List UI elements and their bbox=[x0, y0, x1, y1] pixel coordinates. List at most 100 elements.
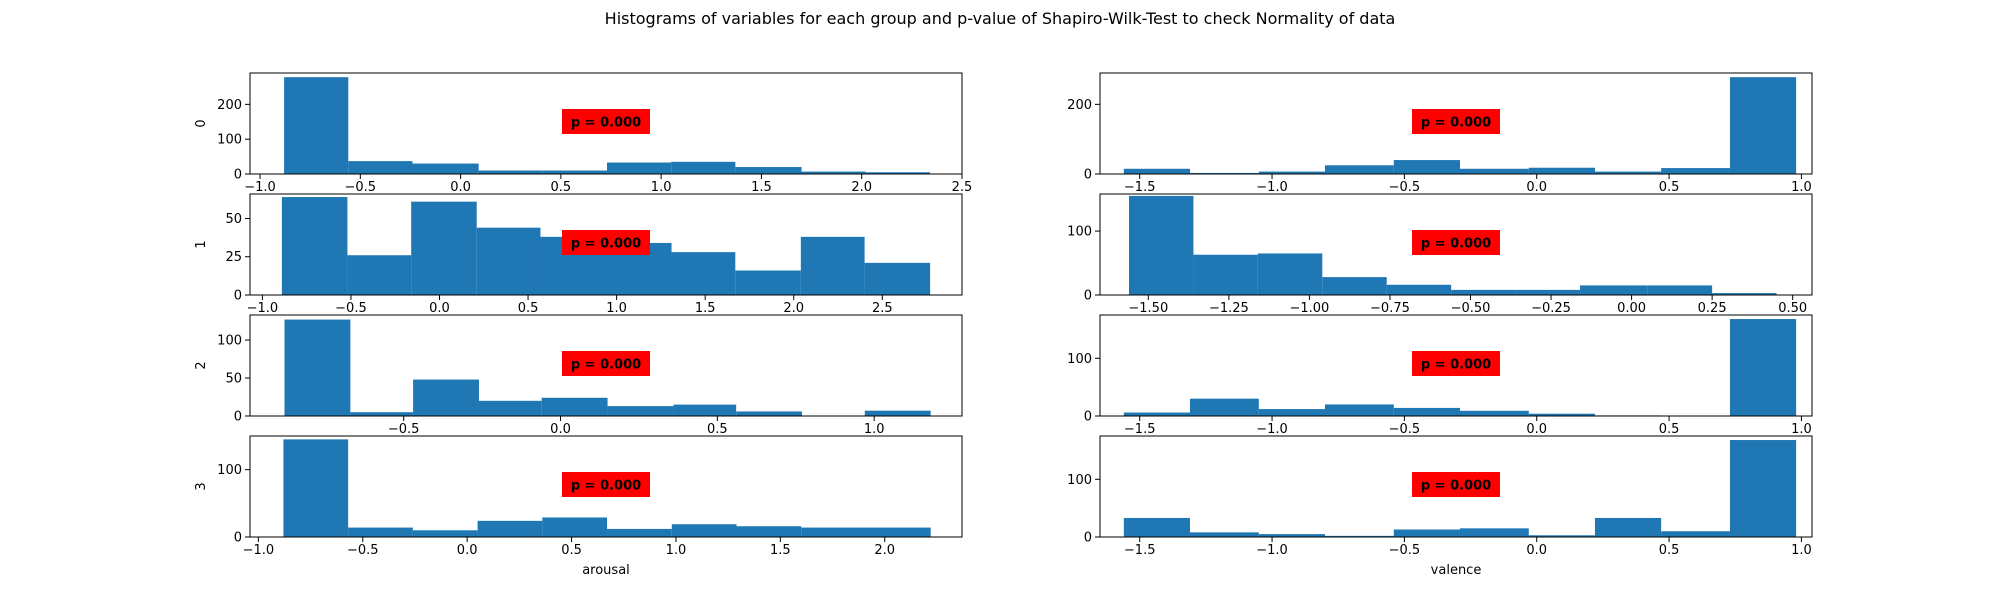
axes-frame bbox=[249, 72, 963, 175]
histogram-bar bbox=[801, 527, 866, 537]
histogram-bar bbox=[283, 439, 349, 537]
y-tick-label: 100 bbox=[1067, 352, 1092, 367]
figure-title: Histograms of variables for each group a… bbox=[605, 9, 1396, 28]
histogram-bar bbox=[411, 201, 477, 295]
histogram-bar bbox=[1661, 531, 1730, 537]
histogram-bar bbox=[1594, 517, 1662, 537]
y-tick-label: 100 bbox=[217, 334, 242, 349]
x-tick-label: −0.5 bbox=[1389, 422, 1421, 437]
histogram-bar bbox=[1386, 284, 1452, 295]
histogram-bar bbox=[1712, 293, 1777, 295]
p-value-label: p = 0.000 bbox=[571, 358, 641, 373]
histogram-bar bbox=[1459, 168, 1529, 174]
y-tick-label: 0 bbox=[1084, 410, 1092, 425]
histogram-panel-2-0: −0.5 0.0 0.5 1.0 0 50 100 2 p = 0.000 bbox=[194, 314, 963, 437]
x-tick-label: 0.0 bbox=[429, 301, 450, 316]
x-tick-label: −0.5 bbox=[347, 543, 379, 558]
histogram-bar bbox=[735, 270, 801, 295]
histogram-bar bbox=[1528, 413, 1595, 416]
p-value-label: p = 0.000 bbox=[1421, 479, 1491, 494]
x-tick-label: 2.0 bbox=[851, 180, 872, 195]
x-tick-label: 0.0 bbox=[1526, 543, 1547, 558]
x-tick-label: −0.5 bbox=[335, 301, 367, 316]
x-tick-label: −1.0 bbox=[1256, 543, 1288, 558]
histogram-bar bbox=[1257, 253, 1323, 295]
axes-frame bbox=[1099, 314, 1813, 417]
histogram-bar bbox=[542, 170, 607, 174]
histogram-panel-3-1: −1.5 −1.0 −0.5 0.0 0.5 1.0 0 100 valence p = 0.00… bbox=[1067, 435, 1813, 578]
x-tick-label: −1.25 bbox=[1209, 301, 1249, 316]
p-value-label: p = 0.000 bbox=[1421, 358, 1491, 373]
histogram-bar bbox=[284, 77, 349, 174]
histogram-bar bbox=[1258, 534, 1325, 537]
x-tick-label: 0.5 bbox=[1659, 422, 1680, 437]
histogram-bar bbox=[541, 397, 608, 416]
histogram-bar bbox=[348, 161, 413, 174]
axes-frame bbox=[249, 193, 963, 296]
histogram-bar bbox=[284, 319, 351, 416]
histogram-bar bbox=[477, 520, 543, 537]
histogram-bar bbox=[1193, 254, 1258, 295]
x-tick-label: 0.5 bbox=[518, 301, 539, 316]
x-tick-label: 1.5 bbox=[751, 180, 772, 195]
p-value-box bbox=[562, 230, 650, 255]
x-tick-label: −0.5 bbox=[345, 180, 377, 195]
histogram-bar bbox=[736, 526, 802, 537]
p-value-label: p = 0.000 bbox=[571, 237, 641, 252]
x-tick-label: 0.5 bbox=[561, 543, 582, 558]
y-tick-label: 0 bbox=[234, 289, 242, 304]
x-tick-label: 2.0 bbox=[874, 543, 895, 558]
p-value-box bbox=[1412, 472, 1500, 497]
histogram-bar bbox=[736, 411, 803, 416]
x-tick-label: 1.5 bbox=[770, 543, 791, 558]
x-tick-label: 1.0 bbox=[1791, 422, 1812, 437]
x-tick-label: 0.5 bbox=[551, 180, 572, 195]
y-axis-label: 0 bbox=[194, 119, 209, 127]
x-tick-label: −1.0 bbox=[247, 301, 279, 316]
histogram-bar bbox=[478, 170, 543, 174]
histogram-bar bbox=[476, 227, 541, 295]
y-tick-label: 0 bbox=[1084, 168, 1092, 183]
histogram-bar bbox=[864, 262, 931, 295]
x-tick-label: 1.0 bbox=[1791, 543, 1812, 558]
histogram-bar bbox=[1459, 528, 1529, 537]
x-tick-label: 1.0 bbox=[651, 180, 672, 195]
x-tick-label: 0.50 bbox=[1778, 301, 1807, 316]
x-tick-label: 2.5 bbox=[872, 301, 893, 316]
histogram-bar bbox=[865, 527, 931, 537]
axes-frame bbox=[249, 314, 963, 417]
histogram-bar bbox=[1661, 168, 1730, 174]
y-tick-label: 100 bbox=[1067, 473, 1092, 488]
histogram-bar bbox=[607, 528, 672, 537]
histogram-bar bbox=[1528, 167, 1595, 174]
p-value-box bbox=[1412, 109, 1500, 134]
histogram-bar bbox=[1515, 289, 1581, 295]
y-tick-label: 200 bbox=[217, 98, 242, 113]
p-value-box bbox=[562, 351, 650, 376]
p-value-label: p = 0.000 bbox=[1421, 116, 1491, 131]
axes-frame bbox=[249, 435, 963, 538]
p-value-label: p = 0.000 bbox=[1421, 237, 1491, 252]
histogram-panel-1-1: −1.50 −1.25 −1.00 −0.75 −0.50 −0.25 0.00 0.25 0.… bbox=[1067, 193, 1813, 316]
histogram-bar bbox=[412, 163, 479, 174]
histogram-bar bbox=[1324, 404, 1394, 416]
histogram-bar bbox=[1324, 535, 1394, 537]
histogram-bar bbox=[1189, 172, 1259, 174]
panels: −1.0 −0.5 0.0 0.5 1.0 1.5 2.0 2.5 0 100 200 0 p = 0.… bbox=[194, 72, 1813, 578]
p-value-box bbox=[1412, 230, 1500, 255]
x-tick-label: −0.5 bbox=[388, 422, 420, 437]
histogram-bar bbox=[1729, 77, 1797, 174]
histogram-bar bbox=[1393, 407, 1460, 416]
x-tick-label: 0.0 bbox=[550, 422, 571, 437]
histogram-panel-3-0: −1.0 −0.5 0.0 0.5 1.0 1.5 2.0 0 100 3 arousal p = 0… bbox=[194, 435, 963, 578]
x-tick-label: −1.0 bbox=[244, 180, 276, 195]
x-tick-label: −1.0 bbox=[243, 543, 275, 558]
y-tick-label: 0 bbox=[1084, 289, 1092, 304]
histogram-bar bbox=[1729, 440, 1797, 537]
histogram-bar bbox=[1459, 410, 1529, 416]
x-tick-label: 0.0 bbox=[1526, 422, 1547, 437]
histogram-bar bbox=[865, 172, 930, 174]
histogram-bar bbox=[1393, 160, 1460, 174]
x-axis-label: arousal bbox=[582, 563, 630, 578]
